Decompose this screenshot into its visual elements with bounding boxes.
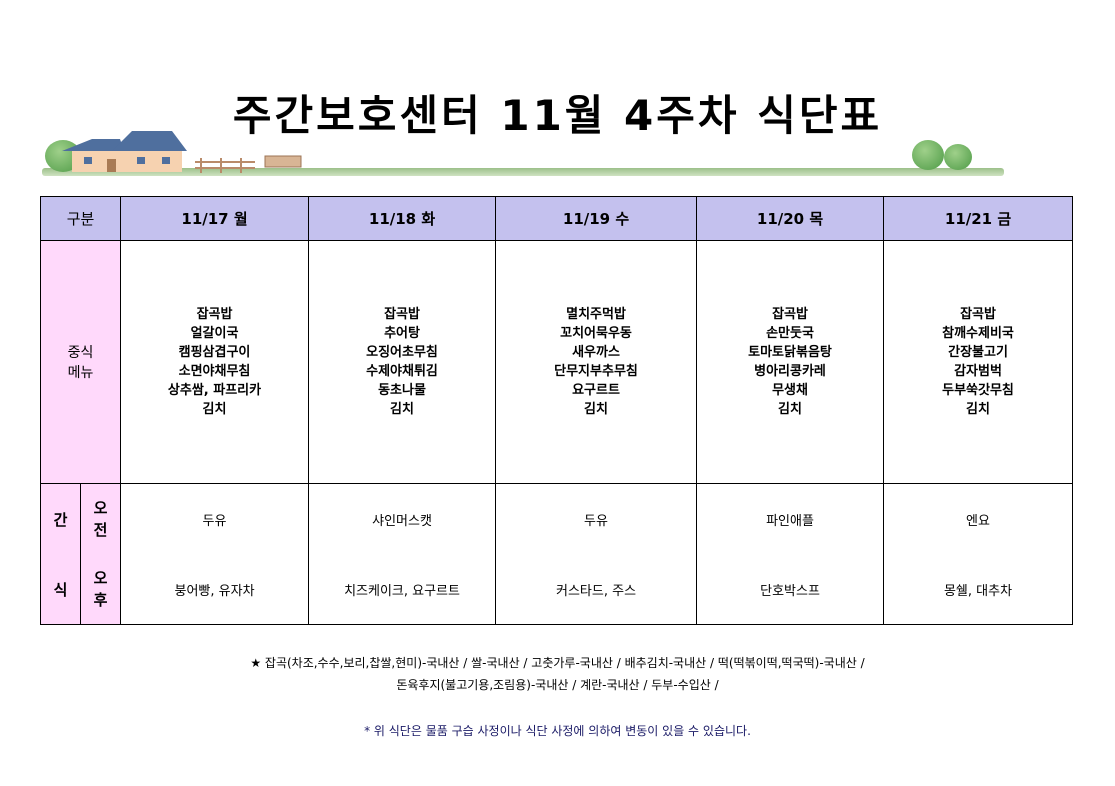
pm-snack: 붕어빵, 유자차: [174, 583, 255, 599]
lunch-label: 중식 메뉴: [39, 240, 122, 484]
day-header: 11/20 목: [696, 196, 885, 241]
menu-item: 잡곡밥: [196, 307, 233, 322]
menu-item: 손만둣국: [766, 326, 814, 341]
day-header: 11/21 금: [883, 196, 1074, 241]
menu-item: 김치: [390, 402, 414, 417]
menu-item: 김치: [778, 402, 802, 417]
menu-item: 잡곡밥: [384, 307, 420, 322]
origin-line: 돈육후지(불고기용,조림용)-국내산 / 계란-국내산 / 두부-수입산 /: [396, 678, 719, 692]
header-label: 구분: [39, 196, 122, 241]
header-row: 구분 11/17 월 11/18 화 11/19 수 11/20 목 11/21…: [39, 196, 1074, 241]
pm-snack: 몽쉘, 대추차: [943, 583, 1013, 599]
menu-item: 캠핑삼겹구이: [178, 345, 251, 360]
menu-item: 감자범벅: [954, 364, 1002, 379]
house-illustration: [62, 131, 187, 172]
pm-snack: 치즈케이크, 요구르트: [344, 583, 460, 599]
menu-item: 얼갈이국: [190, 326, 239, 341]
menu-item: 참깨수제비국: [942, 326, 1014, 341]
am-snack: 두유: [584, 513, 608, 529]
menu-item: 소면야채무침: [178, 364, 251, 379]
page-title: 주간보호센터 11월 4주차 식단표: [232, 91, 883, 140]
menu-item: 수제야채튀김: [366, 364, 438, 379]
am-snack: 두유: [202, 513, 227, 529]
menu-item: 추어탕: [384, 326, 420, 341]
change-notice: * 위 식단은 물품 구습 사정이나 식단 사정에 의하여 변동이 있을 수 있…: [364, 724, 751, 738]
fence-sign-illustration: [195, 155, 302, 173]
am-snack: 파인애플: [766, 513, 814, 529]
menu-item: 김치: [584, 402, 608, 417]
day-header: 11/17 월: [120, 196, 310, 241]
origin-line: ★ 잡곡(차조,수수,보리,찹쌀,현미)-국내산 / 쌀-국내산 / 고춧가루-…: [250, 656, 865, 670]
menu-item: 김치: [966, 402, 990, 417]
menu-item: 꼬치어묵우동: [560, 326, 632, 341]
am-snack: 엔요: [966, 513, 990, 529]
day-header: 11/19 수: [495, 196, 698, 241]
snack-label-char: 간: [53, 510, 68, 529]
lunch-label-line: 중식: [67, 345, 94, 361]
am-snack: 샤인머스캣: [372, 513, 432, 529]
snack-label-char: 식: [53, 580, 68, 599]
menu-item: 두부쑥갓무침: [942, 383, 1014, 398]
menu-item: 멸치주먹밥: [566, 307, 626, 322]
tree-image: [912, 140, 944, 170]
tree-image: [944, 144, 972, 170]
pm-snack: 커스타드, 주스: [556, 583, 637, 599]
origin-info: ★ 잡곡(차조,수수,보리,찹쌀,현미)-국내산 / 쌀-국내산 / 고춧가루-…: [0, 652, 1115, 696]
day-header: 11/18 화: [308, 196, 497, 241]
menu-item: 단무지부추무침: [554, 364, 638, 379]
meal-table: 구분 11/17 월 11/18 화 11/19 수 11/20 목 11/21…: [39, 196, 1074, 625]
menu-item: 오징어초무침: [366, 345, 438, 360]
menu-item: 병아리콩카레: [754, 364, 826, 379]
menu-item: 새우까스: [572, 345, 620, 360]
menu-item: 간장불고기: [948, 345, 1008, 360]
menu-item: 김치: [202, 402, 227, 417]
menu-item: 토마토닭볶음탕: [748, 345, 832, 360]
menu-item: 동초나물: [378, 383, 426, 398]
grass-strip: [42, 168, 1004, 176]
menu-item: 잡곡밥: [772, 307, 808, 322]
menu-item: 요구르트: [572, 383, 620, 398]
menu-item: 상추쌈, 파프리카: [167, 383, 262, 398]
menu-item: 잡곡밥: [960, 307, 996, 322]
pm-snack: 단호박스프: [760, 583, 820, 599]
lunch-label-line: 메뉴: [67, 365, 94, 381]
menu-item: 무생채: [772, 383, 808, 398]
